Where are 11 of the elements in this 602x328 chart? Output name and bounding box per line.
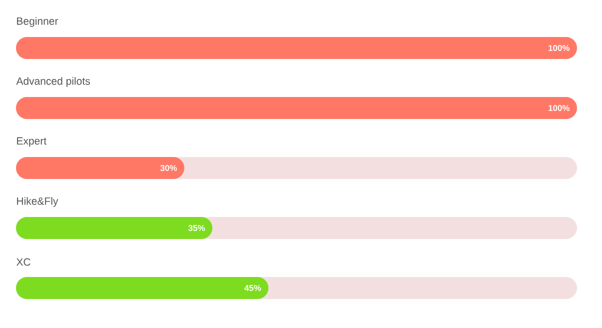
data-label: 30% [160,164,177,172]
data-label: 100% [548,44,570,51]
bar [16,156,184,179]
y-tick-label: Expert [17,137,46,147]
data-label: 45% [244,284,262,291]
y-tick-label: XC [16,258,30,266]
y-tick-label: Beginner [17,17,58,27]
data-label: 35% [188,224,205,232]
y-tick-label: Hike&Fly [17,197,58,207]
data-label: 100% [548,104,570,111]
y-tick-label: Advanced pilots [16,77,90,87]
